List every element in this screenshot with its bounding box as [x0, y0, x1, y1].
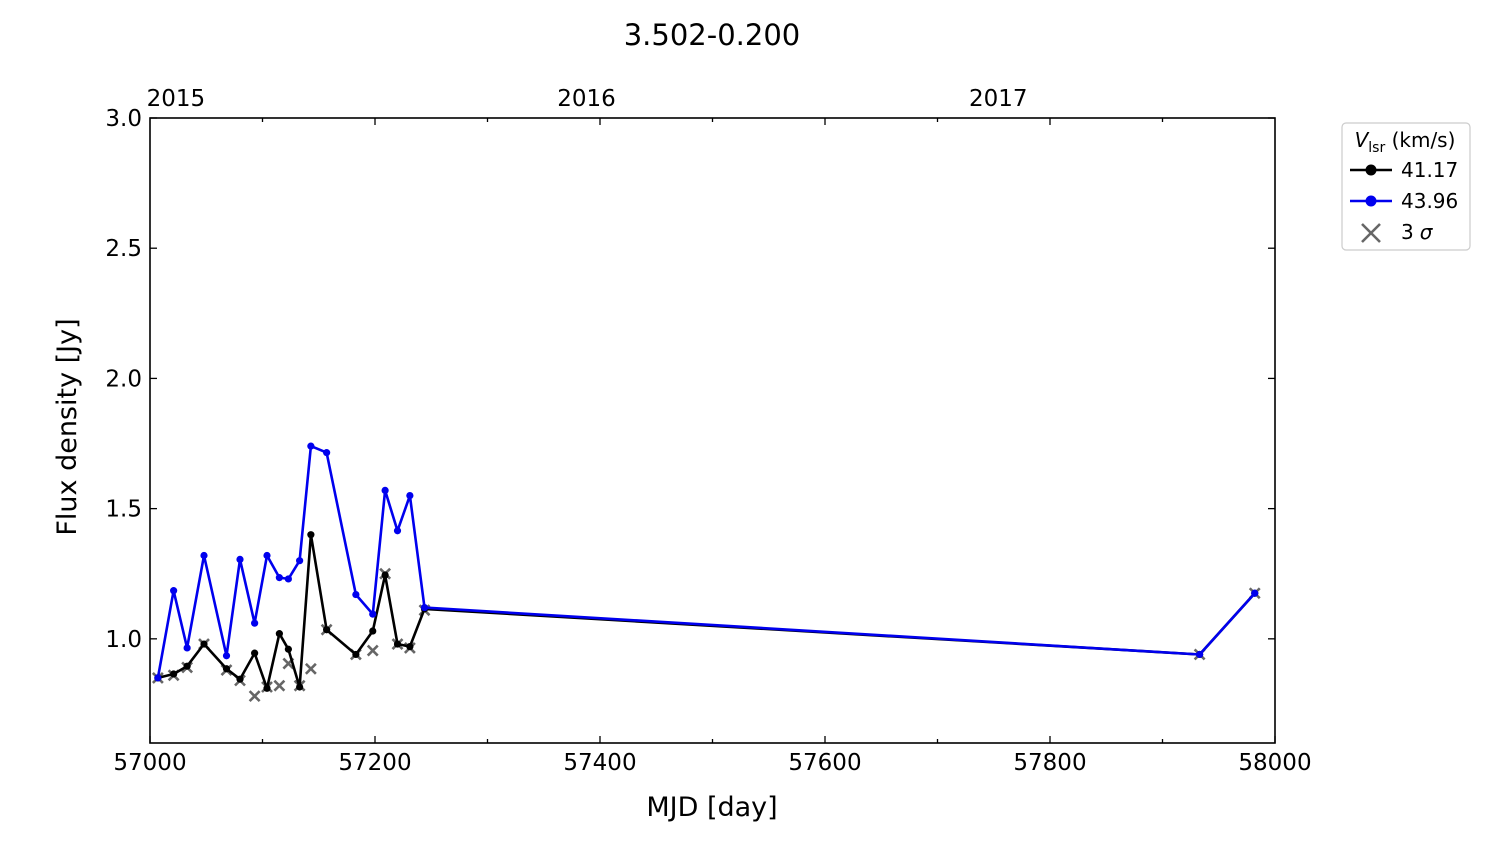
series-2-point-1: [170, 587, 178, 595]
series-1-point-13: [352, 650, 360, 659]
series-1-point-5: [236, 675, 244, 683]
chart-title: 3.502-0.200: [624, 18, 801, 52]
axis-ticks: 57000 57200 57400 57600 57800 58000 1.0 1.5 2.0 2…: [105, 86, 1311, 776]
legend-title-unit: (km/s): [1385, 128, 1455, 152]
series-2-point-17: [406, 492, 414, 500]
series-1-point-9: [284, 645, 292, 653]
sigma3-marker-stroke-b: [248, 690, 261, 703]
y-tick-label-2.5: 2.5: [105, 236, 142, 262]
legend-label-series-2: 43.96: [1401, 189, 1458, 213]
series-2-point-9: [284, 575, 292, 583]
legend-marker-series-1: [1365, 164, 1377, 176]
top-year-label-2: 2017: [969, 86, 1028, 112]
sigma3-marker-11: [304, 662, 317, 675]
series-1-point-4: [222, 665, 231, 673]
x-tick-label-57000: 57000: [113, 750, 186, 776]
series-2-point-20: [1251, 589, 1259, 597]
legend-label-sigma-number: 3: [1401, 220, 1414, 244]
series-2-line: [156, 444, 1256, 679]
legend-box: [1341, 122, 1471, 251]
series-2-point-12: [323, 449, 331, 457]
x-tick-label-57600: 57600: [788, 750, 861, 776]
top-year-label-0: 2015: [147, 86, 206, 112]
series-2-point-10: [296, 557, 304, 565]
x-tick-label-57800: 57800: [1013, 750, 1086, 776]
y-tick-label-1.5: 1.5: [105, 497, 142, 523]
series-1-point-1: [170, 670, 178, 678]
y-tick-label-2.0: 2.0: [105, 366, 142, 392]
series-1-point-2: [183, 662, 191, 670]
y-tick-label-1.0: 1.0: [105, 627, 142, 653]
series-1-point-8: [275, 630, 283, 638]
series-1-point-3: [200, 640, 208, 648]
legend-title: Vlsr (km/s): [1355, 128, 1456, 156]
series-1-point-17: [406, 643, 414, 651]
series-2-point-3: [200, 551, 208, 560]
series-2-point-2: [183, 644, 191, 652]
series-2-point-14: [369, 610, 377, 618]
series-2-point-13: [352, 590, 360, 599]
series-2-point-18: [420, 603, 429, 612]
series-2-point-19: [1196, 650, 1204, 659]
series-2-point-6: [251, 619, 259, 627]
x-axis-label: MJD [day]: [646, 792, 777, 823]
legend-label-series-1: 41.17: [1401, 158, 1458, 182]
legend-marker-series-2: [1365, 195, 1377, 207]
sigma3-marker-stroke-b: [366, 644, 379, 657]
series-2-point-8: [275, 574, 283, 582]
series-1-point-16: [393, 640, 402, 648]
x-tick-label-57200: 57200: [338, 750, 411, 776]
series-2-point-7: [263, 551, 271, 560]
series-2-point-0: [154, 674, 162, 682]
legend-title-symbol: V: [1355, 128, 1370, 152]
y-tick-label-3.0: 3.0: [105, 106, 142, 132]
legend-title-subscript: lsr: [1368, 140, 1385, 156]
sigma3-marker-8: [273, 679, 286, 692]
series-1-point-6: [251, 649, 259, 657]
y-axis-label: Flux density [Jy]: [52, 318, 83, 535]
series-1-point-10: [296, 683, 304, 691]
sigma3-marker-stroke-b: [304, 662, 317, 675]
series-1-point-7: [263, 684, 271, 692]
series-1-point-12: [323, 626, 331, 634]
series-2-point-15: [381, 486, 389, 494]
top-year-label-1: 2016: [557, 86, 616, 112]
series-1-point-15: [381, 571, 389, 579]
legend-label-sigma-symbol: σ: [1420, 220, 1434, 244]
sigma3-marker-14: [366, 644, 379, 657]
series-1-point-11: [307, 531, 315, 539]
legend-marker-sigma: [1361, 223, 1381, 243]
x-tick-label-57400: 57400: [563, 750, 636, 776]
sigma3-marker-6: [248, 690, 261, 703]
series-2-point-5: [236, 555, 244, 564]
series-1-point-14: [369, 627, 377, 635]
series-1-line: [157, 533, 1256, 690]
series-2-point-11: [307, 442, 315, 450]
series-2-point-4: [222, 652, 231, 660]
series-2-point-16: [393, 527, 402, 535]
sigma3-marker-stroke-b: [273, 679, 286, 692]
plot-marks: [151, 442, 1261, 703]
x-tick-label-58000: 58000: [1238, 750, 1311, 776]
